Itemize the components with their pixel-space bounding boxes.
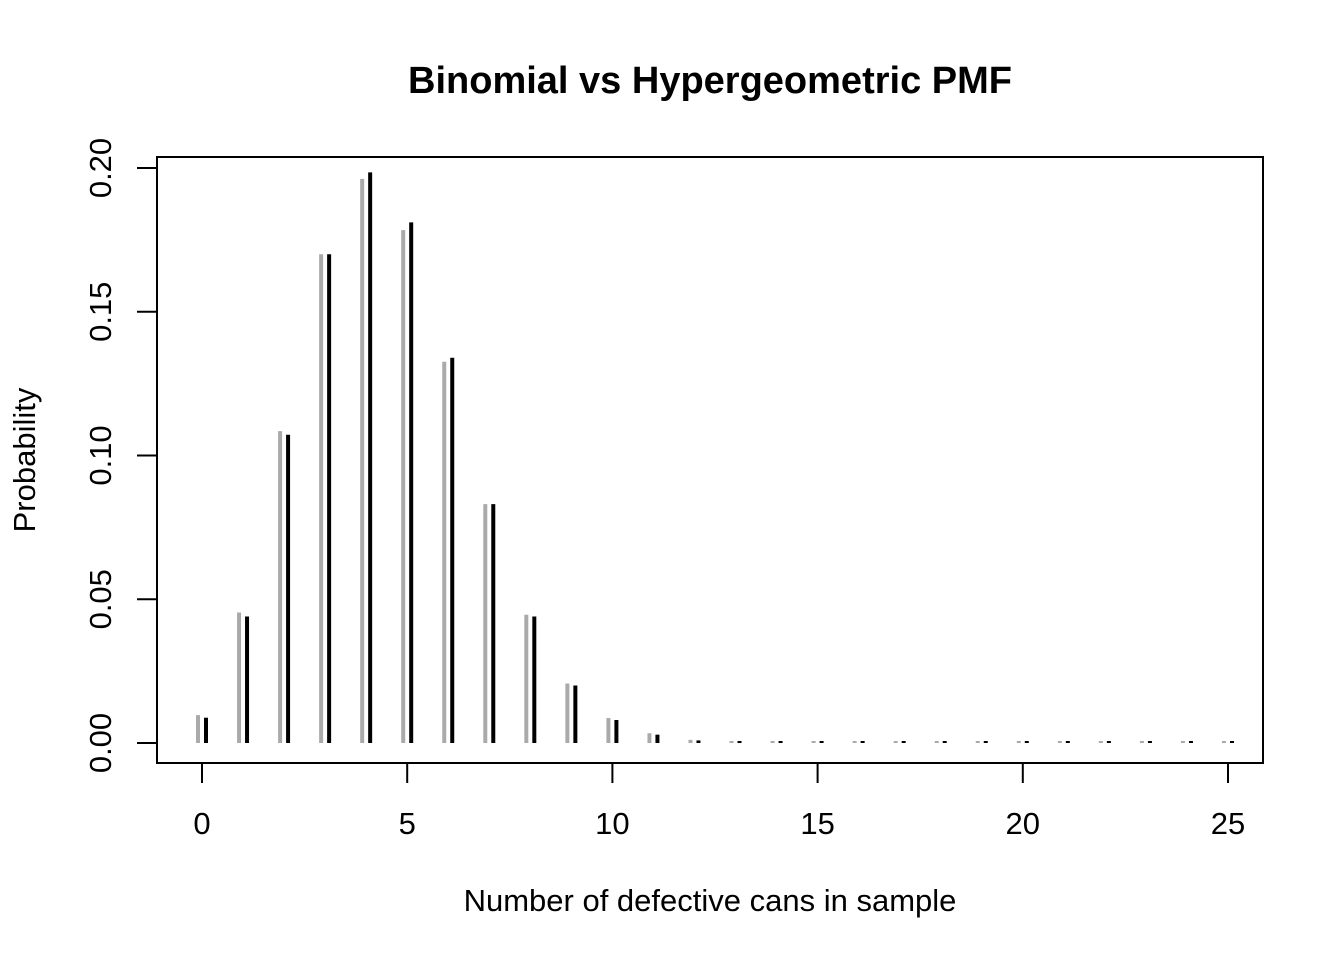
chart-title: Binomial vs Hypergeometric PMF (408, 60, 1012, 102)
x-tick-label: 20 (1006, 806, 1040, 841)
x-tick-label: 10 (595, 806, 629, 841)
y-axis: 0.00 0.05 0.10 0.15 0.20 (83, 138, 158, 773)
y-tick-label: 0.05 (83, 569, 118, 629)
bars-layer (196, 172, 1234, 743)
x-tick-label: 15 (800, 806, 834, 841)
x-tick-label: 5 (399, 806, 416, 841)
x-tick-label: 25 (1211, 806, 1245, 841)
y-tick-label: 0.20 (83, 138, 118, 198)
y-tick-label: 0.00 (83, 713, 118, 773)
x-axis: 0 5 10 15 20 25 (193, 762, 1245, 841)
x-tick-label: 0 (193, 806, 210, 841)
y-tick-label: 0.15 (83, 282, 118, 342)
y-axis-label: Probability (7, 387, 42, 532)
y-tick-label: 0.10 (83, 425, 118, 485)
x-axis-label: Number of defective cans in sample (464, 883, 957, 918)
